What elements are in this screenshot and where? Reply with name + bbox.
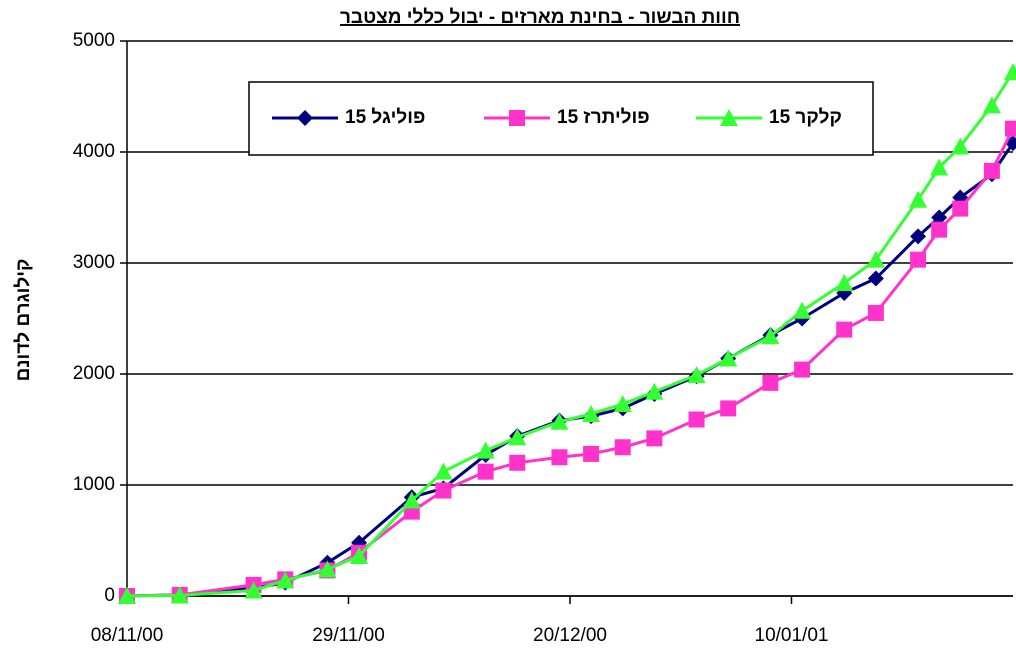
point	[476, 441, 495, 459]
y-tick-label: 2000	[73, 363, 115, 384]
point	[434, 462, 453, 480]
point	[793, 301, 812, 319]
point	[582, 404, 601, 422]
series	[119, 135, 1016, 604]
point	[930, 158, 949, 176]
y-tick-label: 4000	[73, 141, 115, 162]
legend-marker	[509, 110, 525, 126]
y-tick-label: 5000	[73, 30, 115, 51]
y-tick-label: 3000	[73, 252, 115, 273]
point	[931, 209, 948, 226]
point	[509, 454, 526, 471]
y-tick-label: 1000	[73, 474, 115, 495]
point	[244, 581, 263, 599]
point	[931, 221, 948, 238]
point	[402, 491, 421, 509]
point	[551, 449, 568, 466]
point	[550, 412, 569, 430]
legend-label: קלקר 15	[769, 107, 842, 128]
point	[646, 430, 663, 447]
point	[836, 321, 853, 338]
point	[1004, 63, 1016, 81]
point	[835, 273, 854, 291]
legend-box	[248, 81, 874, 156]
point	[761, 327, 780, 345]
x-tick-label: 29/11/00	[312, 625, 385, 646]
series	[118, 63, 1016, 604]
chart-title: חוות הבשור - בחינת מארזים - יבול כללי מצ…	[340, 7, 740, 28]
legend-label: פוליתרז 15	[557, 107, 650, 128]
point	[508, 428, 527, 446]
point	[118, 587, 136, 604]
legend-label: פוליגל 15	[345, 107, 425, 128]
point	[350, 547, 369, 565]
point	[794, 361, 811, 378]
legend-marker	[720, 109, 738, 126]
point	[867, 270, 884, 287]
point	[866, 250, 885, 268]
point	[909, 190, 928, 208]
point	[688, 411, 705, 428]
series-line	[126, 142, 1015, 598]
point	[1005, 120, 1016, 137]
point	[318, 560, 337, 578]
point	[867, 304, 884, 321]
point	[720, 400, 737, 417]
point	[910, 228, 927, 245]
series	[119, 120, 1016, 604]
point	[687, 366, 706, 384]
legend-marker	[297, 110, 313, 126]
y-tick-label: 0	[104, 585, 115, 606]
point	[645, 382, 664, 400]
point	[952, 200, 969, 217]
point	[276, 571, 295, 589]
point	[983, 162, 1000, 179]
point	[170, 586, 189, 604]
point	[583, 445, 600, 462]
point	[613, 394, 632, 412]
x-tick-label: 10/01/01	[755, 625, 829, 646]
point	[435, 482, 452, 499]
point	[951, 137, 970, 155]
point	[477, 463, 494, 480]
x-tick-label: 08/11/00	[91, 625, 164, 646]
x-tick-label: 20/12/00	[533, 625, 607, 646]
point	[719, 349, 738, 367]
point	[910, 251, 927, 268]
series-line	[126, 128, 1015, 598]
point	[614, 439, 631, 456]
point	[982, 96, 1001, 114]
y-axis-label: קילוגרם לדונם	[13, 259, 34, 382]
point	[1005, 135, 1016, 152]
point	[762, 374, 779, 391]
